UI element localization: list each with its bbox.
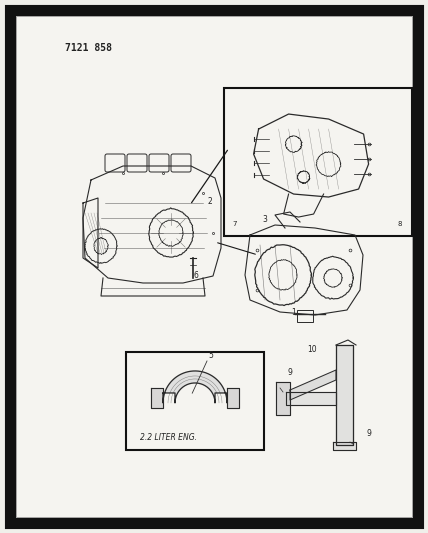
Text: 3: 3 xyxy=(262,215,267,224)
Polygon shape xyxy=(276,382,290,415)
Polygon shape xyxy=(290,370,336,400)
Polygon shape xyxy=(333,442,356,450)
Polygon shape xyxy=(227,388,239,408)
Polygon shape xyxy=(163,371,227,403)
Text: 7121 858: 7121 858 xyxy=(65,43,112,53)
Text: 1: 1 xyxy=(291,308,296,317)
Polygon shape xyxy=(151,388,163,408)
Text: 2: 2 xyxy=(208,197,213,206)
Text: 2.2 LITER ENG.: 2.2 LITER ENG. xyxy=(140,433,197,442)
Text: 6: 6 xyxy=(194,271,199,280)
Text: 7: 7 xyxy=(232,221,237,227)
Text: 10: 10 xyxy=(307,345,317,354)
Polygon shape xyxy=(286,392,336,405)
Text: 8: 8 xyxy=(398,221,402,227)
Text: 9: 9 xyxy=(367,429,372,438)
Text: 9: 9 xyxy=(288,368,293,377)
Polygon shape xyxy=(336,345,353,445)
Text: 5: 5 xyxy=(208,351,213,360)
Bar xyxy=(224,88,412,236)
Bar xyxy=(297,310,313,322)
Bar xyxy=(126,352,264,450)
